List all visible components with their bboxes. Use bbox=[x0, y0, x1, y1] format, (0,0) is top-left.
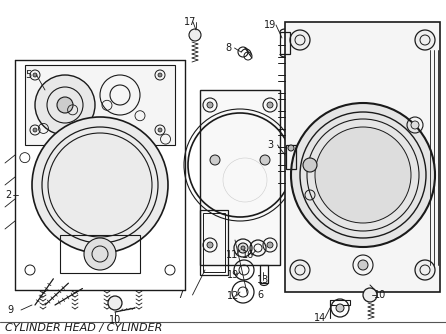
Circle shape bbox=[267, 102, 273, 108]
Text: 14: 14 bbox=[314, 313, 326, 323]
Circle shape bbox=[291, 103, 435, 247]
Circle shape bbox=[158, 73, 162, 77]
Circle shape bbox=[290, 30, 310, 50]
Circle shape bbox=[207, 242, 213, 248]
Bar bbox=[203, 213, 225, 272]
Text: 8: 8 bbox=[225, 43, 231, 53]
Text: 19: 19 bbox=[227, 270, 239, 280]
Text: 5: 5 bbox=[25, 70, 31, 80]
Bar bbox=[200, 90, 280, 265]
Bar bbox=[330, 300, 350, 305]
Circle shape bbox=[238, 243, 248, 253]
Text: 12: 12 bbox=[227, 291, 239, 301]
Circle shape bbox=[336, 304, 344, 312]
Bar bbox=[299, 184, 417, 196]
Circle shape bbox=[57, 97, 73, 113]
Circle shape bbox=[210, 155, 220, 165]
Text: CYLINDER HEAD / CYLINDER: CYLINDER HEAD / CYLINDER bbox=[5, 323, 162, 333]
Circle shape bbox=[260, 155, 270, 165]
Circle shape bbox=[415, 30, 435, 50]
Bar bbox=[260, 265, 268, 283]
Circle shape bbox=[411, 121, 419, 129]
Text: 2: 2 bbox=[5, 190, 11, 200]
Circle shape bbox=[415, 260, 435, 280]
Text: 16: 16 bbox=[242, 250, 254, 260]
Circle shape bbox=[35, 75, 95, 135]
Circle shape bbox=[189, 29, 201, 41]
Text: 13: 13 bbox=[257, 275, 269, 285]
Text: 10: 10 bbox=[374, 290, 386, 300]
Circle shape bbox=[267, 242, 273, 248]
Bar bbox=[295, 112, 425, 124]
Circle shape bbox=[33, 73, 37, 77]
Circle shape bbox=[32, 117, 168, 253]
Text: 10: 10 bbox=[109, 315, 121, 325]
Circle shape bbox=[84, 238, 116, 270]
Bar bbox=[291, 40, 433, 52]
Bar bbox=[25, 65, 175, 145]
Circle shape bbox=[108, 296, 122, 310]
Circle shape bbox=[288, 145, 294, 151]
Text: 17: 17 bbox=[184, 17, 196, 27]
Bar bbox=[200, 210, 228, 275]
Bar bbox=[293, 76, 429, 88]
Circle shape bbox=[241, 246, 245, 250]
Circle shape bbox=[290, 260, 310, 280]
Text: 11: 11 bbox=[226, 250, 238, 260]
Circle shape bbox=[207, 102, 213, 108]
Bar bbox=[294, 94, 427, 106]
Circle shape bbox=[303, 158, 317, 172]
Circle shape bbox=[358, 260, 368, 270]
Bar bbox=[60, 235, 140, 273]
Text: 19: 19 bbox=[264, 20, 276, 30]
Circle shape bbox=[158, 128, 162, 132]
Circle shape bbox=[33, 128, 37, 132]
Bar bbox=[292, 58, 431, 70]
Text: 3: 3 bbox=[267, 140, 273, 150]
Bar bbox=[290, 22, 435, 34]
Bar bbox=[286, 145, 296, 169]
Text: 9: 9 bbox=[7, 305, 13, 315]
Bar bbox=[297, 148, 421, 160]
Bar bbox=[298, 166, 419, 178]
Bar bbox=[285, 22, 440, 292]
Text: 6: 6 bbox=[257, 290, 263, 300]
Bar bbox=[280, 32, 290, 54]
Circle shape bbox=[363, 288, 377, 302]
Circle shape bbox=[315, 127, 411, 223]
Bar bbox=[296, 130, 423, 142]
Text: 7: 7 bbox=[177, 290, 183, 300]
